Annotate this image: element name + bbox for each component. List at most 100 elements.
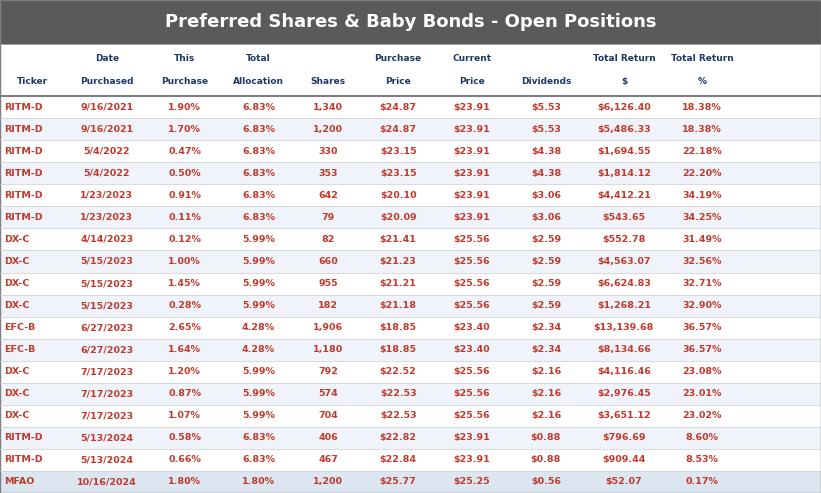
Text: Allocation: Allocation: [233, 77, 284, 86]
Text: $6,624.83: $6,624.83: [597, 279, 651, 288]
Text: $25.56: $25.56: [454, 235, 490, 244]
Text: 1.07%: 1.07%: [168, 411, 201, 421]
Text: 23.02%: 23.02%: [682, 411, 722, 421]
Text: 1,340: 1,340: [314, 103, 343, 111]
Text: 5/13/2024: 5/13/2024: [80, 433, 133, 442]
Text: 5/4/2022: 5/4/2022: [84, 147, 130, 156]
Text: 5/15/2023: 5/15/2023: [80, 257, 133, 266]
Text: RITM-D: RITM-D: [4, 191, 43, 200]
Text: RITM-D: RITM-D: [4, 433, 43, 442]
Text: 0.87%: 0.87%: [168, 389, 201, 398]
Text: 1.00%: 1.00%: [168, 257, 201, 266]
Text: $552.78: $552.78: [603, 235, 645, 244]
Text: $2.59: $2.59: [531, 279, 561, 288]
Text: 6/27/2023: 6/27/2023: [80, 323, 133, 332]
Text: Preferred Shares & Baby Bonds - Open Positions: Preferred Shares & Baby Bonds - Open Pos…: [165, 13, 656, 31]
Text: 5/4/2022: 5/4/2022: [84, 169, 130, 178]
Text: $25.56: $25.56: [454, 279, 490, 288]
Text: 34.19%: 34.19%: [682, 191, 722, 200]
Text: 0.91%: 0.91%: [168, 191, 201, 200]
Text: $23.15: $23.15: [380, 169, 416, 178]
Text: 82: 82: [322, 235, 335, 244]
Text: $23.40: $23.40: [454, 345, 490, 354]
Text: 5.99%: 5.99%: [242, 301, 275, 310]
Text: $2.59: $2.59: [531, 301, 561, 310]
Text: RITM-D: RITM-D: [4, 169, 43, 178]
Text: Total Return: Total Return: [671, 54, 733, 64]
Text: 18.38%: 18.38%: [682, 103, 722, 111]
FancyBboxPatch shape: [0, 184, 821, 207]
Text: $23.91: $23.91: [454, 147, 490, 156]
FancyBboxPatch shape: [0, 250, 821, 273]
Text: $4.38: $4.38: [531, 147, 561, 156]
FancyBboxPatch shape: [0, 207, 821, 228]
Text: 1,180: 1,180: [314, 345, 343, 354]
Text: 5/15/2023: 5/15/2023: [80, 279, 133, 288]
Text: EFC-B: EFC-B: [4, 345, 35, 354]
Text: $5.53: $5.53: [531, 103, 561, 111]
Text: RITM-D: RITM-D: [4, 147, 43, 156]
Text: 6.83%: 6.83%: [242, 456, 275, 464]
Text: DX-C: DX-C: [4, 389, 30, 398]
Text: $25.56: $25.56: [454, 411, 490, 421]
Text: 4.28%: 4.28%: [242, 323, 275, 332]
Text: $1,814.12: $1,814.12: [597, 169, 651, 178]
Text: $24.87: $24.87: [379, 125, 417, 134]
Text: RITM-D: RITM-D: [4, 213, 43, 222]
Text: $5,486.33: $5,486.33: [597, 125, 651, 134]
FancyBboxPatch shape: [0, 405, 821, 427]
Text: RITM-D: RITM-D: [4, 125, 43, 134]
Text: $21.41: $21.41: [380, 235, 416, 244]
Text: $23.15: $23.15: [380, 147, 416, 156]
Text: $25.56: $25.56: [454, 257, 490, 266]
Text: 23.01%: 23.01%: [682, 389, 722, 398]
Text: 34.25%: 34.25%: [682, 213, 722, 222]
Text: DX-C: DX-C: [4, 235, 30, 244]
Text: $23.91: $23.91: [454, 191, 490, 200]
Text: MFAO: MFAO: [4, 478, 34, 487]
FancyBboxPatch shape: [0, 162, 821, 184]
Text: 1.45%: 1.45%: [168, 279, 201, 288]
Text: $23.40: $23.40: [454, 323, 490, 332]
Text: $2.16: $2.16: [531, 411, 561, 421]
FancyBboxPatch shape: [0, 383, 821, 405]
Text: $23.91: $23.91: [454, 213, 490, 222]
Text: 4.28%: 4.28%: [242, 345, 275, 354]
Text: 0.12%: 0.12%: [168, 235, 201, 244]
Text: DX-C: DX-C: [4, 301, 30, 310]
Text: $3.06: $3.06: [531, 191, 561, 200]
Text: $2.34: $2.34: [531, 345, 561, 354]
Text: $21.23: $21.23: [380, 257, 416, 266]
Text: $796.69: $796.69: [603, 433, 645, 442]
Text: $4,412.21: $4,412.21: [597, 191, 651, 200]
Text: 182: 182: [319, 301, 338, 310]
FancyBboxPatch shape: [0, 140, 821, 162]
Text: $25.25: $25.25: [454, 478, 490, 487]
Text: $2.59: $2.59: [531, 235, 561, 244]
Text: $2,976.45: $2,976.45: [597, 389, 651, 398]
Text: 5.99%: 5.99%: [242, 279, 275, 288]
Text: $23.91: $23.91: [454, 169, 490, 178]
Text: 1.20%: 1.20%: [168, 367, 201, 376]
Text: 1/23/2023: 1/23/2023: [80, 213, 133, 222]
Text: 330: 330: [319, 147, 338, 156]
Text: $4,563.07: $4,563.07: [597, 257, 651, 266]
Text: DX-C: DX-C: [4, 411, 30, 421]
Text: $2.16: $2.16: [531, 367, 561, 376]
Text: $25.77: $25.77: [380, 478, 416, 487]
Text: 22.18%: 22.18%: [682, 147, 722, 156]
Text: 1/23/2023: 1/23/2023: [80, 191, 133, 200]
Text: $23.91: $23.91: [454, 433, 490, 442]
Text: 406: 406: [319, 433, 338, 442]
Text: 32.56%: 32.56%: [682, 257, 722, 266]
Text: Total Return: Total Return: [593, 54, 655, 64]
Text: $25.56: $25.56: [454, 367, 490, 376]
Text: $18.85: $18.85: [379, 323, 417, 332]
FancyBboxPatch shape: [0, 427, 821, 449]
Text: Price: Price: [459, 77, 485, 86]
Text: $4.38: $4.38: [531, 169, 561, 178]
Text: 467: 467: [319, 456, 338, 464]
Text: EFC-B: EFC-B: [4, 323, 35, 332]
Text: $: $: [621, 77, 627, 86]
Text: $2.34: $2.34: [531, 323, 561, 332]
